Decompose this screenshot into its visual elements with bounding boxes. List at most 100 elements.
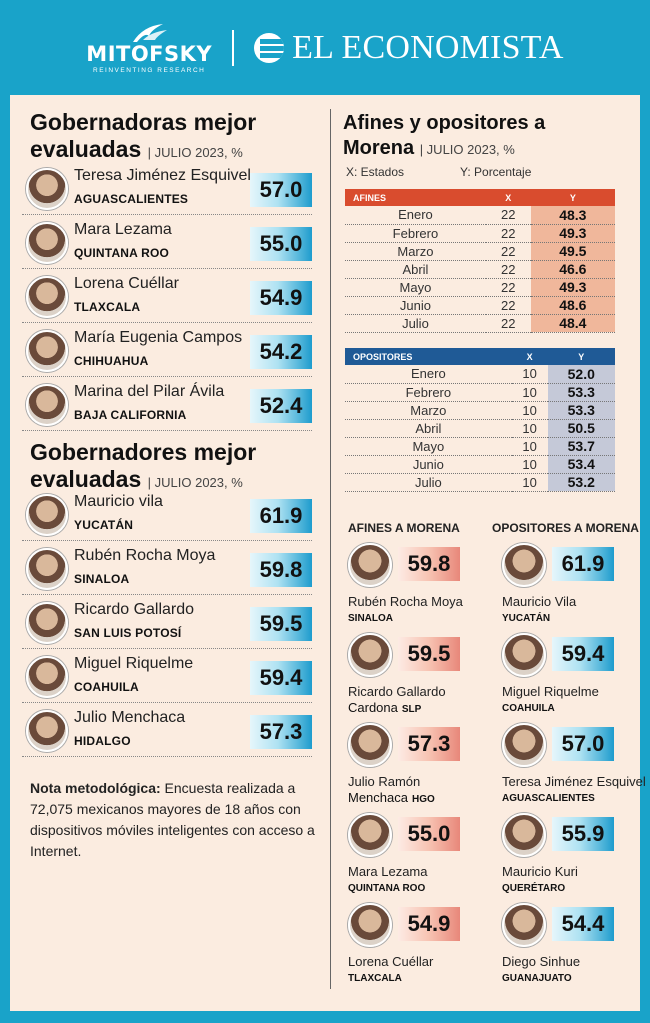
card-state: QUINTANA ROO xyxy=(348,883,426,894)
score-badge: 52.4 xyxy=(250,389,312,423)
governor-row: Ricardo Gallardo SAN LUIS POTOSÍ 59.5 xyxy=(22,599,312,649)
card-name: Lorena Cuéllar xyxy=(348,954,434,969)
avatar xyxy=(502,633,546,677)
content-panel: Gobernadoras mejor evaluadas | JULIO 202… xyxy=(10,95,646,1011)
header-separator xyxy=(232,29,235,66)
table-cell-x: 22 xyxy=(485,260,531,279)
table-cell-x: 10 xyxy=(511,383,548,402)
governor-card: 61.9 Mauricio Vila YUCATÁN xyxy=(500,543,640,633)
men-title-line1: Gobernadores mejor xyxy=(30,439,257,465)
score-badge: 59.4 xyxy=(250,661,312,695)
table-row: Febrero 10 53.3 xyxy=(345,383,615,402)
avatar xyxy=(502,903,546,947)
avatar xyxy=(348,813,392,857)
score-badge: 57.0 xyxy=(552,727,614,761)
governor-row: Teresa Jiménez Esquivel AGUASCALIENTES 57.… xyxy=(22,165,312,215)
avatar xyxy=(26,276,68,318)
mitofsky-logo: MITOFSKY REINVENTING RESEARCH xyxy=(86,22,212,74)
column-divider xyxy=(330,109,331,989)
table-cell-y: 48.3 xyxy=(530,206,615,225)
governor-card: 54.9 Lorena Cuéllar TLAXCALA xyxy=(346,903,486,993)
table-cell-y: 52.0 xyxy=(547,365,615,384)
governor-name: María Eugenia Campos xyxy=(74,329,243,346)
afines-table: AFINES X Y Enero 22 48.3 Febrero 22 49.3 Marzo 22… xyxy=(345,189,615,333)
governor-row: Lorena Cuéllar TLAXCALA 54.9 xyxy=(22,273,312,323)
score-badge: 55.9 xyxy=(552,817,614,851)
table-cell-x: 10 xyxy=(511,401,548,420)
card-name-cont: Menchaca xyxy=(348,790,408,805)
table-cell-y: 49.5 xyxy=(530,242,615,261)
governor-state: QUINTANA ROO xyxy=(74,246,170,260)
card-name: Mara Lezama xyxy=(348,864,428,879)
card-state: SINALOA xyxy=(348,613,393,624)
governor-row: Julio Menchaca HIDALGO 57.3 xyxy=(22,707,312,757)
table-cell-y: 48.4 xyxy=(530,314,615,333)
score-badge: 61.9 xyxy=(552,547,614,581)
governor-row: Marina del Pilar Ávila BAJA CALIFORNIA 52.… xyxy=(22,381,312,431)
governor-row: María Eugenia Campos CHIHUAHUA 54.2 xyxy=(22,327,312,377)
men-subtitle: | JULIO 2023, % xyxy=(147,475,243,490)
avatar xyxy=(502,813,546,857)
score-badge: 59.8 xyxy=(398,547,460,581)
governor-card: 59.4 Miguel Riquelme COAHUILA xyxy=(500,633,640,723)
note-label: Nota metodológica: xyxy=(30,780,161,796)
table-cell-x: 22 xyxy=(485,314,531,333)
governor-card: 57.3 Julio Ramón Menchaca HGO xyxy=(346,723,486,813)
opositores-column-heading: OPOSITORES A MORENA xyxy=(492,521,639,535)
table-cell-x: 10 xyxy=(511,437,548,456)
avatar xyxy=(26,222,68,264)
score-badge: 59.5 xyxy=(398,637,460,671)
opositores-table-header: OPOSITORES X Y xyxy=(345,348,615,365)
score-badge: 59.5 xyxy=(250,607,312,641)
afines-table-header: AFINES X Y xyxy=(345,189,615,206)
governor-name: Miguel Riquelme xyxy=(74,655,194,672)
score-badge: 54.2 xyxy=(250,335,312,369)
x-axis-note: X: Estados xyxy=(346,165,405,179)
table-cell-month: Julio xyxy=(345,314,486,333)
governor-name: Marina del Pilar Ávila xyxy=(74,383,225,400)
governor-card: 57.0 Teresa Jiménez Esquivel AGUASCALIENTE… xyxy=(500,723,646,813)
men-title-line2: evaluadas xyxy=(30,466,142,492)
governor-card: 55.0 Mara Lezama QUINTANA ROO xyxy=(346,813,486,903)
governor-card: 59.8 Rubén Rocha Moya SINALOA xyxy=(346,543,486,633)
men-title: Gobernadores mejor evaluadas | JULIO 202… xyxy=(30,439,256,496)
score-badge: 54.9 xyxy=(398,907,460,941)
card-state: HGO xyxy=(411,794,435,805)
economista-mark-icon xyxy=(254,32,285,63)
score-badge: 54.4 xyxy=(552,907,614,941)
women-title-line2: evaluadas xyxy=(30,136,142,162)
card-name: Julio Ramón xyxy=(348,774,421,789)
governor-card: 54.4 Diego Sinhue GUANAJUATO xyxy=(500,903,640,993)
avatar xyxy=(26,710,68,752)
avatar xyxy=(502,543,546,587)
women-subtitle: | JULIO 2023, % xyxy=(147,145,243,160)
score-badge: 57.3 xyxy=(398,727,460,761)
methodology-note: Nota metodológica: Encuesta realizada a … xyxy=(30,778,320,862)
table-row: Junio 22 48.6 xyxy=(345,296,615,315)
table-cell-month: Junio xyxy=(345,296,486,315)
card-name: Mauricio Vila xyxy=(502,594,577,609)
morena-subtitle: | JULIO 2023, % xyxy=(419,142,515,157)
women-title: Gobernadoras mejor evaluadas | JULIO 202… xyxy=(30,109,256,166)
avatar xyxy=(26,656,68,698)
avatar xyxy=(502,723,546,767)
table-cell-y: 53.7 xyxy=(547,437,615,456)
avatar xyxy=(26,168,68,210)
economista-logo: EL ECONOMISTA xyxy=(254,29,564,67)
governor-name: Mauricio vila xyxy=(74,493,163,510)
table-column-header: Y xyxy=(547,348,615,365)
table-cell-y: 46.6 xyxy=(530,260,615,279)
card-state: AGUASCALIENTES xyxy=(502,793,595,804)
score-badge: 57.0 xyxy=(250,173,312,207)
table-cell-x: 10 xyxy=(511,473,548,492)
avatar xyxy=(348,903,392,947)
governor-name: Mara Lezama xyxy=(74,221,172,238)
table-row: Julio 22 48.4 xyxy=(345,314,615,333)
table-cell-month: Enero xyxy=(345,206,486,225)
header: MITOFSKY REINVENTING RESEARCH EL ECONOMI… xyxy=(0,0,650,95)
score-badge: 61.9 xyxy=(250,499,312,533)
governor-state: AGUASCALIENTES xyxy=(74,192,189,206)
governor-name: Lorena Cuéllar xyxy=(74,275,179,292)
table-cell-x: 22 xyxy=(485,242,531,261)
table-column-header: X xyxy=(485,189,531,206)
